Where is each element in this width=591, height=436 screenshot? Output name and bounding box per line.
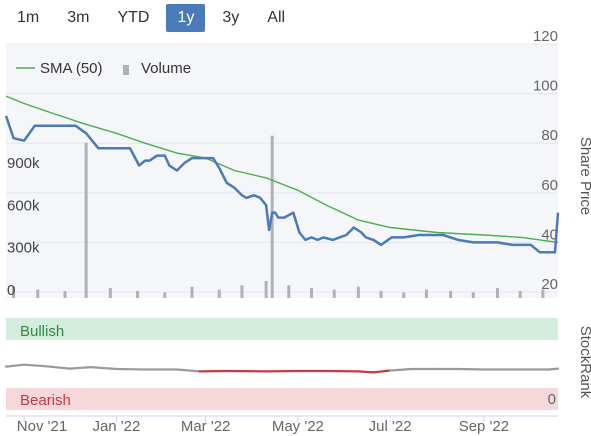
volume-bar (496, 288, 500, 298)
volume-bar (84, 142, 88, 298)
volume-bar (190, 286, 194, 298)
volume-bar (36, 289, 40, 298)
x-tick-label: May '22 (272, 418, 324, 435)
volume-bar (379, 290, 383, 298)
x-tick-label: Mar '22 (181, 418, 231, 435)
stockrank-segment (175, 368, 201, 373)
stockrank-segment (357, 370, 375, 374)
legend: SMA (50) Volume (16, 60, 191, 77)
price-tick-label: 80 (541, 127, 558, 144)
volume-bar (240, 285, 244, 298)
volume-bar (264, 281, 268, 298)
stockrank-segment (389, 367, 413, 372)
stockrank-axis-title: StockRank (577, 326, 591, 399)
price-grid (6, 43, 558, 293)
price-tick-label: 20 (541, 276, 558, 293)
range-1m-button[interactable]: 1m (17, 9, 40, 26)
legend-volume-swatch (123, 65, 129, 75)
x-tick-label: Jul '22 (369, 418, 412, 435)
stockrank-tick-0: 0 (548, 391, 556, 408)
bearish-band (6, 388, 558, 410)
stockrank-segment (547, 367, 560, 371)
x-axis: Nov '21 Jan '22 Mar '22 May '22 Jul '22 Sep '… (17, 416, 509, 435)
legend-volume-label[interactable]: Volume (141, 60, 191, 77)
price-tick-label: 60 (541, 177, 558, 194)
price-tick-label: 120 (533, 28, 558, 45)
stockrank-segment (115, 367, 147, 371)
share-price-line (4, 115, 560, 254)
volume-bar (541, 289, 545, 298)
volume-tick-label: 900k (7, 155, 40, 172)
stockrank-segment (68, 366, 92, 370)
volume-axis: 900k 600k 300k 0 (7, 155, 40, 299)
bullish-band (6, 318, 558, 340)
volume-bar (518, 290, 522, 298)
volume-bar (424, 289, 428, 298)
volume-bar (471, 292, 475, 298)
volume-bar (356, 286, 360, 298)
volume-bar (136, 290, 140, 298)
bearish-label: Bearish (20, 392, 71, 409)
volume-bar (63, 290, 67, 298)
volume-bar (163, 292, 167, 298)
volume-bar (12, 286, 16, 298)
range-ytd-button[interactable]: YTD (117, 9, 150, 26)
price-tick-label: 40 (541, 226, 558, 243)
range-selector: 1m 3m YTD 1y 3y All (6, 4, 296, 32)
volume-tick-label: 300k (7, 240, 40, 257)
bullish-label: Bullish (20, 323, 64, 340)
price-axis: 120 100 80 60 40 20 (533, 28, 558, 293)
price-plot-background (6, 44, 558, 298)
volume-tick-label: 0 (7, 282, 15, 299)
sma-line (5, 95, 559, 244)
x-tick-label: Sep '22 (459, 418, 509, 435)
volume-bar (309, 288, 313, 298)
x-tick-label: Nov '21 (17, 418, 67, 435)
stockrank-segment (89, 366, 118, 371)
stockrank-segment (372, 369, 392, 374)
stockrank-segment (4, 363, 26, 368)
share-price-axis-title: Share Price (577, 137, 591, 215)
stockrank-line (4, 363, 560, 374)
stockrank-segment (457, 367, 485, 371)
range-3y-button[interactable]: 3y (222, 9, 240, 26)
volume-bar (402, 292, 406, 298)
price-lines (4, 95, 560, 254)
legend-sma-label[interactable]: SMA (50) (40, 60, 103, 77)
range-all-button[interactable]: All (267, 9, 286, 26)
range-3m-button[interactable]: 3m (67, 9, 90, 26)
volume-bar (108, 288, 112, 298)
range-1y-button[interactable]: 1y (166, 4, 206, 32)
x-tick-label: Jan '22 (92, 418, 140, 435)
volume-bar (332, 289, 336, 298)
volume-bar (449, 290, 453, 298)
stockrank-segment (23, 363, 47, 368)
volume-bar (287, 285, 291, 298)
price-tick-label: 100 (533, 78, 558, 95)
stockrank-panel: Bullish Bearish 0 StockRank (4, 318, 591, 410)
volume-bar (217, 289, 221, 298)
volume-tick-label: 600k (7, 197, 40, 214)
stockrank-segment (44, 365, 71, 370)
